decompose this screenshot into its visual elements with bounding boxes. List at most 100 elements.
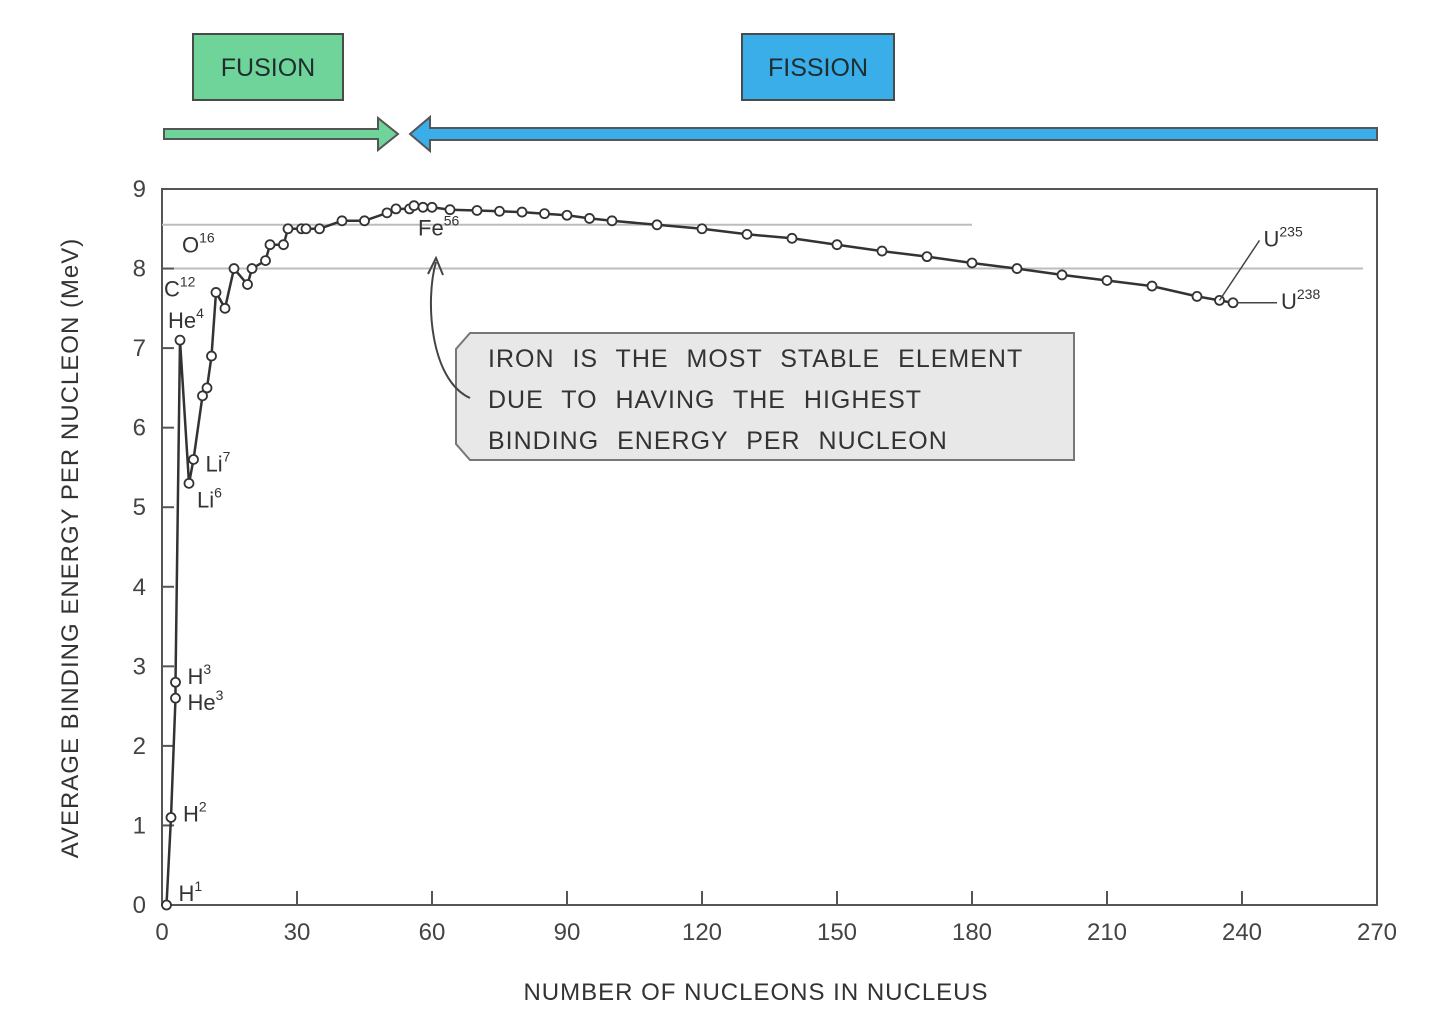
data-point	[696, 223, 708, 235]
x-axis-label: NUMBER OF NUCLEONS IN NUCLEUS	[523, 979, 988, 1006]
data-point	[1056, 269, 1068, 281]
data-point	[165, 812, 177, 823]
fission-banner: FISSION	[741, 33, 895, 101]
fusion-banner-box	[192, 33, 344, 101]
data-point	[539, 208, 550, 220]
data-point	[390, 203, 402, 215]
axis-layer: 0 30 60 90 120 150 180 210 240 270 0 1 2 3 4 5 6 7 8 9	[133, 176, 1397, 946]
isotope-label: Li6	[197, 484, 222, 512]
data-point	[264, 239, 276, 251]
data-point	[278, 239, 289, 251]
fission-banner-box	[741, 33, 895, 101]
data-point	[741, 228, 753, 240]
isotope-label: U235	[1264, 223, 1303, 251]
fission-banner-label: FISSION	[768, 54, 868, 82]
data-point	[174, 334, 186, 346]
fusion-banner: FUSION	[192, 33, 344, 101]
callout-line-1: IRON IS THE MOST STABLE ELEMENT	[488, 345, 1023, 373]
y-axis-label: AVERAGE BINDING ENERGY PER NUCLEON (MeV)	[57, 238, 84, 859]
data-point	[876, 245, 888, 257]
plot-frame	[161, 188, 1378, 906]
y-tick-label: 9	[133, 176, 146, 203]
x-tick-label: 150	[817, 919, 857, 946]
isotope-label: O16	[182, 230, 215, 258]
y-tick-label: 5	[133, 494, 146, 521]
data-point	[228, 263, 240, 274]
y-tick-label: 7	[133, 335, 146, 362]
data-point	[300, 223, 312, 235]
data-point	[359, 215, 370, 227]
data-point	[1101, 275, 1113, 286]
data-point	[282, 223, 294, 235]
y-tick-label: 6	[133, 415, 146, 442]
isotope-label: H1	[179, 878, 203, 906]
x-tick-label: 120	[682, 919, 722, 946]
iron-callout: IRON IS THE MOST STABLE ELEMENT DUE TO H…	[427, 255, 1075, 461]
data-point	[444, 204, 456, 216]
y-tick-label: 0	[133, 892, 146, 919]
isotope-label: U238	[1281, 286, 1320, 314]
data-point	[161, 899, 172, 911]
fission-arrow	[408, 114, 1378, 154]
data-point	[1191, 290, 1203, 302]
isotope-label: He4	[168, 305, 204, 333]
callout-line-3: BINDING ENERGY PER NUCLEON	[488, 427, 948, 455]
data-point	[561, 209, 573, 221]
callout-pointer-head	[427, 255, 444, 276]
grid-layer	[162, 223, 1363, 270]
x-tick-label: 210	[1087, 919, 1127, 946]
u235-leader	[1218, 239, 1261, 301]
data-point	[831, 239, 843, 251]
data-point	[417, 201, 429, 213]
data-point	[426, 201, 438, 213]
isotope-label: He3	[188, 687, 224, 715]
binding-energy-curve	[165, 204, 1234, 906]
data-point	[516, 206, 528, 218]
curve-layer	[161, 200, 1239, 911]
data-point	[921, 251, 933, 263]
isotope-label: H3	[188, 661, 212, 689]
x-tick-label: 0	[155, 919, 168, 946]
data-point	[336, 215, 348, 227]
data-point	[246, 263, 258, 274]
isotope-label: H2	[183, 798, 207, 826]
isotope-label: Li7	[206, 448, 231, 476]
callout-box	[455, 332, 1075, 461]
data-point	[494, 205, 505, 217]
data-point	[188, 454, 199, 465]
data-point	[408, 200, 420, 212]
data-point	[1011, 263, 1023, 274]
data-point	[260, 255, 271, 267]
y-tick-label: 2	[133, 733, 146, 760]
y-tick-label: 3	[133, 653, 146, 680]
x-tick-label: 240	[1222, 919, 1262, 946]
x-tick-label: 270	[1357, 919, 1397, 946]
isotope-label: Fe56	[418, 213, 459, 241]
data-point	[242, 279, 253, 290]
data-point	[584, 213, 595, 224]
x-tick-label: 180	[952, 919, 992, 946]
data-point	[183, 477, 195, 489]
data-point	[1227, 297, 1239, 309]
data-point	[1146, 280, 1158, 292]
data-point	[381, 207, 393, 219]
data-point	[210, 287, 222, 298]
data-point	[966, 257, 978, 269]
data-point	[170, 676, 181, 688]
data-point	[197, 390, 208, 402]
data-point	[471, 205, 483, 216]
data-point	[651, 219, 663, 231]
callout-pointer	[429, 261, 471, 399]
fusion-banner-label: FUSION	[221, 54, 315, 82]
data-point	[170, 692, 181, 704]
data-point	[314, 223, 325, 235]
y-tick-label: 1	[133, 812, 146, 839]
y-tick-label: 4	[133, 574, 146, 601]
isotope-label: C12	[164, 273, 196, 301]
data-point	[219, 302, 231, 314]
data-point	[786, 232, 798, 244]
data-point	[206, 350, 217, 362]
callout-line-2: DUE TO HAVING THE HIGHEST	[488, 386, 922, 414]
fusion-arrow	[163, 115, 400, 153]
